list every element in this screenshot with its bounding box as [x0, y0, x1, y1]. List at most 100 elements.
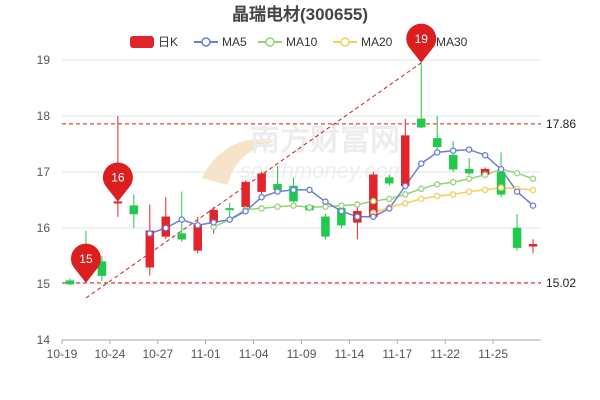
- ma5-point: [465, 146, 473, 153]
- pin-marker: [70, 243, 101, 283]
- x-tick-label: 10-24: [95, 347, 126, 361]
- x-tick-label: 11-01: [191, 347, 221, 361]
- ma5-point: [513, 188, 521, 195]
- candle-down: [385, 177, 394, 184]
- ma5-point: [402, 182, 409, 190]
- x-tick-label: 10-27: [142, 347, 173, 361]
- candle-down: [129, 205, 139, 215]
- legend-label: 日K: [158, 35, 178, 49]
- candle-down: [512, 227, 522, 248]
- ma20-point: [529, 186, 537, 194]
- ma5-point: [449, 147, 457, 154]
- ma5-point: [481, 151, 489, 159]
- candle-down: [417, 118, 426, 128]
- ma10-point: [417, 185, 425, 193]
- ma10-point: [290, 202, 297, 209]
- candle-down: [65, 280, 75, 285]
- y-tick-label: 16: [37, 221, 51, 235]
- ma5-point: [417, 160, 425, 167]
- price-markers: 15 16 19: [70, 23, 437, 283]
- ma5-point: [370, 213, 377, 221]
- y-tick-label: 15: [37, 277, 51, 291]
- legend: 日K MA5 MA10 MA20 MA30: [130, 35, 468, 49]
- ma10-point: [402, 191, 409, 198]
- x-tick-label: 11-17: [382, 347, 412, 361]
- candle-up: [113, 201, 123, 204]
- pin-marker: [406, 23, 437, 63]
- candle-down: [289, 185, 298, 202]
- watermark-subtext: southmoney.com: [240, 158, 406, 183]
- ma10-point: [306, 204, 313, 211]
- ma5-point: [338, 207, 345, 215]
- ma5-point: [354, 213, 361, 221]
- legend-label: MA10: [286, 35, 318, 49]
- x-axis-ticks: 10-19 10-24 10-27 11-01 11-04 11-09 11-14 11-17…: [47, 340, 508, 361]
- watermark-logo-icon: [202, 139, 275, 185]
- legend-label: MA5: [222, 35, 247, 49]
- ma5-point: [162, 224, 170, 232]
- pin-marker-label: 16: [111, 171, 125, 185]
- pin-marker-label: 15: [79, 252, 93, 266]
- x-tick-label: 11-14: [334, 347, 364, 361]
- candle-down: [225, 208, 234, 211]
- candle-down: [464, 168, 474, 174]
- ma10-point: [274, 203, 281, 210]
- trend-line-group: [85, 62, 422, 299]
- ma5-point: [226, 216, 233, 223]
- ma5-point: [386, 205, 393, 212]
- x-tick-label: 10-19: [47, 347, 78, 361]
- ma20-point: [497, 184, 505, 191]
- pin-marker: [102, 162, 133, 202]
- watermark-text: 南方财富网: [250, 123, 400, 157]
- candle-down: [448, 154, 458, 170]
- ma5-point: [529, 202, 537, 209]
- ma5-point: [274, 188, 281, 195]
- legend-swatch-dot: [201, 37, 211, 47]
- moving-average-points: [146, 146, 537, 237]
- ma10-point: [433, 181, 441, 188]
- legend-label: MA20: [361, 35, 393, 49]
- ma5-point: [194, 221, 201, 229]
- x-tick-label: 11-22: [430, 347, 460, 361]
- y-axis-ticks: 14 15 16 17 18 19: [37, 53, 51, 347]
- y-tick-label: 19: [37, 53, 51, 67]
- y-tick-label: 18: [37, 109, 51, 123]
- x-tick-label: 11-09: [287, 347, 317, 361]
- legend-label: MA30: [436, 35, 468, 49]
- legend-swatch-dot: [340, 37, 350, 47]
- ma20-point: [433, 192, 441, 200]
- ma10-point: [338, 202, 345, 209]
- ma5-point: [322, 198, 329, 205]
- candle-down: [177, 233, 186, 240]
- ma5-point: [258, 193, 265, 201]
- ma20-point: [402, 200, 409, 207]
- ma5-point: [210, 219, 217, 226]
- ma10-point: [529, 175, 537, 182]
- pin-marker-label: 19: [415, 32, 429, 46]
- ma20-point: [481, 186, 489, 194]
- candle-up: [241, 181, 250, 207]
- candle-up: [401, 135, 410, 187]
- candle-down: [97, 261, 107, 276]
- reference-lines: 17.86 15.02: [62, 117, 576, 290]
- candle-down: [321, 216, 330, 237]
- ma10-point: [513, 169, 521, 177]
- candle-up: [193, 224, 202, 251]
- reference-line-label: 15.02: [546, 276, 576, 290]
- reference-line-label: 17.86: [546, 117, 576, 131]
- ma5-point: [497, 165, 505, 173]
- ma20-point: [465, 188, 473, 195]
- ma10-point: [258, 205, 265, 212]
- ma20-point: [449, 191, 457, 198]
- ma5-point: [433, 149, 441, 156]
- y-tick-label: 17: [37, 165, 51, 179]
- candle-down: [432, 138, 442, 148]
- chart-title: 晶瑞电材(300655): [232, 4, 368, 24]
- ma20-point: [417, 195, 425, 203]
- ma10-point: [354, 201, 361, 208]
- ma5-point: [290, 186, 297, 194]
- legend-swatch-kline: [130, 36, 154, 48]
- ma10-point: [386, 195, 393, 203]
- ma5-point: [146, 230, 154, 237]
